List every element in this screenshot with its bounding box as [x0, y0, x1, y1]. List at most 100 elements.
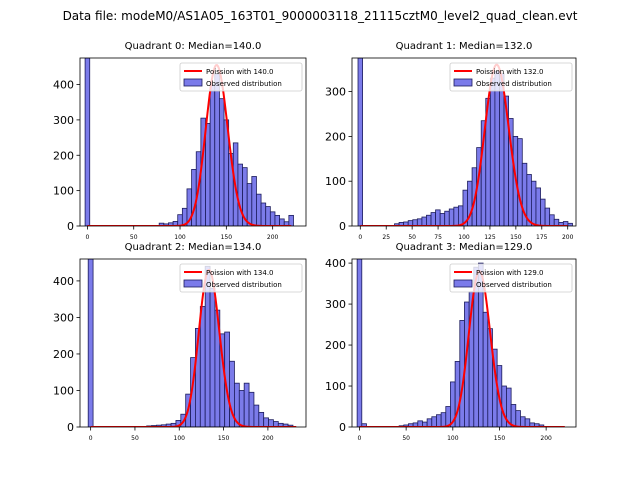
x-tick-label: 100	[458, 234, 470, 241]
histogram-bar	[436, 414, 442, 427]
legend-bar-swatch	[183, 78, 203, 87]
histogram-bar	[421, 216, 427, 226]
histogram-bar	[549, 214, 555, 226]
x-tick-label: 100	[174, 435, 186, 442]
subplot-title: Quadrant 2: Median=134.0	[125, 242, 262, 253]
y-tick-label: 200	[53, 348, 74, 361]
x-tick-label: 200	[540, 435, 552, 442]
legend-box	[449, 62, 573, 92]
y-tick-label: 0	[67, 421, 74, 434]
y-tick-label: 300	[53, 114, 74, 127]
x-tick-label: 50	[131, 435, 139, 442]
histogram-bar	[260, 202, 267, 226]
histogram-bar	[87, 259, 94, 427]
legend: Poission with 132.0 Observed distribution	[449, 62, 573, 92]
x-tick-label: 150	[510, 234, 522, 241]
histogram-bar	[251, 176, 257, 226]
histogram-bar	[416, 218, 423, 226]
legend: Poission with 129.0 Observed distribution	[449, 263, 573, 293]
x-tick-label: 25	[382, 234, 390, 241]
histogram-bar	[177, 214, 183, 226]
x-tick-label: 0	[89, 435, 93, 442]
figure-suptitle: Data file: modeM0/AS1A05_163T01_90000031…	[63, 9, 578, 23]
x-tick-label: 50	[408, 234, 416, 241]
y-tick-label: 0	[339, 421, 346, 434]
histogram-bar	[499, 73, 505, 226]
x-tick-label: 0	[358, 234, 362, 241]
histogram-bar	[205, 123, 211, 226]
subplot-quadrant-1: Quadrant 1: Median=132.0 0 25 50 75 100 125 150…	[325, 41, 577, 241]
histogram-bar	[209, 84, 216, 226]
histogram-bar	[357, 58, 363, 226]
axes-frame	[79, 258, 307, 428]
legend-box	[179, 62, 303, 92]
histogram-bar	[426, 418, 433, 427]
x-tick-label: 150	[221, 234, 233, 241]
y-tick-label: 100	[53, 384, 74, 397]
histogram-bar	[209, 287, 216, 427]
histogram-bar	[269, 211, 276, 226]
histogram-bar	[426, 214, 432, 226]
legend: Poission with 140.0 Observed distribution	[179, 62, 303, 92]
legend-bar-swatch	[453, 78, 473, 87]
histogram-bar	[494, 71, 500, 226]
x-tick-label: 200	[267, 234, 279, 241]
histogram-bar	[535, 187, 541, 226]
poisson-curve	[90, 268, 297, 427]
histogram-bar	[199, 306, 206, 427]
x-tick-label: 100	[174, 234, 186, 241]
histogram-bar	[440, 412, 447, 427]
histogram-bar	[540, 198, 546, 226]
legend-line-label: Poission with 140.0	[206, 68, 274, 76]
histogram-bar	[279, 218, 285, 226]
histogram-bar	[238, 390, 245, 427]
legend-line-label: Poission with 132.0	[476, 68, 544, 76]
histogram-bar	[274, 214, 281, 226]
histogram-bar	[544, 207, 551, 226]
x-tick-label: 150	[218, 435, 230, 442]
histogram-bar	[444, 210, 450, 226]
histogram-bar	[524, 418, 531, 427]
x-tick-label: 0	[85, 234, 89, 241]
y-tick-label: 0	[67, 220, 74, 233]
histogram-bar	[538, 424, 545, 427]
y-tick-label: 0	[339, 220, 346, 233]
histogram-bar	[553, 218, 560, 226]
histogram-bar	[361, 423, 367, 427]
histogram-bar	[510, 404, 517, 427]
y-tick-label: 300	[325, 86, 346, 99]
legend-bar-label: Observed distribution	[476, 281, 552, 289]
y-tick-label: 300	[53, 311, 74, 324]
legend-bar-swatch	[183, 279, 203, 288]
x-tick-label: 100	[447, 435, 459, 442]
legend-line-label: Poission with 129.0	[476, 269, 544, 277]
subplot-title: Quadrant 1: Median=132.0	[396, 41, 533, 52]
histogram-bar	[448, 208, 455, 226]
y-tick-label: 400	[53, 275, 74, 288]
histogram-bar	[517, 138, 523, 226]
histogram-bar	[253, 404, 260, 427]
histogram-bar	[256, 193, 262, 226]
legend-line-label: Poission with 134.0	[206, 269, 274, 277]
histogram-bar	[268, 419, 274, 427]
legend-box	[179, 263, 303, 293]
histogram-bar	[243, 382, 250, 427]
histogram-bar	[218, 98, 225, 226]
poisson-curve	[360, 63, 568, 226]
histogram-bar	[501, 385, 507, 427]
subplot-title: Quadrant 0: Median=140.0	[125, 41, 262, 52]
x-tick-label: 200	[562, 234, 574, 241]
histogram-bar	[237, 163, 243, 226]
x-tick-label: 50	[130, 234, 138, 241]
x-tick-label: 125	[484, 234, 496, 241]
histogram-bar	[482, 311, 489, 427]
histogram-bar	[520, 416, 526, 427]
legend-bar-label: Observed distribution	[206, 281, 282, 289]
subplot-quadrant-3: Quadrant 3: Median=129.0 0 50 100 150 200 0 100…	[325, 242, 577, 442]
x-tick-label: 200	[262, 435, 274, 442]
histogram-bar	[453, 206, 459, 226]
legend: Poission with 134.0 Observed distribution	[179, 263, 303, 293]
axes-frame	[351, 258, 577, 428]
histogram-bar	[489, 77, 496, 226]
